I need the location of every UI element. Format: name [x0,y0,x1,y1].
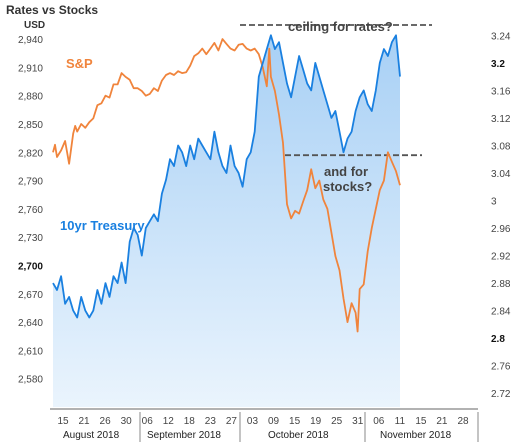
x-tick-label: 15 [415,416,427,427]
right-tick-label: 3.12 [491,114,511,125]
ceiling-annotation: ceiling for rates? [288,19,393,34]
month-label-november: November 2018 [380,430,452,441]
left-tick-label: 2,790 [18,177,43,188]
treasury-area [53,35,400,408]
left-tick-label: 2,730 [18,233,43,244]
x-tick-label: 11 [395,416,406,427]
x-axis-day-ticks: 15 21 26 30 06 12 18 23 27 03 09 15 19 25 31 06 11 15 21 28 [57,416,469,427]
x-tick-label: 21 [436,416,448,427]
left-tick-label: 2,910 [18,63,43,74]
x-tick-label: 06 [373,416,385,427]
left-tick-label: 2,940 [18,35,43,46]
right-tick-label: 2.8 [491,334,505,345]
month-label-august: August 2018 [63,430,120,441]
x-tick-label: 25 [331,416,343,427]
x-tick-label: 30 [121,416,133,427]
right-tick-label: 3.2 [491,59,505,70]
x-tick-label: 06 [142,416,154,427]
left-tick-label: 2,850 [18,120,43,131]
sp-series-label: S&P [66,56,93,71]
left-tick-label: 2,580 [18,375,43,386]
plot-area [52,24,432,408]
left-axis-ticks: 2,940 2,910 2,880 2,850 2,820 2,790 2,760 2,730… [18,35,43,386]
left-tick-label: 2,880 [18,92,43,103]
x-tick-label: 15 [57,416,69,427]
stocks-annotation-line2: stocks? [323,179,372,194]
right-tick-label: 3.16 [491,86,511,97]
x-tick-label: 19 [310,416,322,427]
x-tick-label: 18 [184,416,196,427]
right-tick-label: 2.84 [491,307,511,318]
right-tick-label: 2.96 [491,224,511,235]
x-tick-label: 31 [352,416,364,427]
month-label-october: October 2018 [268,430,329,441]
chart-title: Rates vs Stocks [6,3,98,17]
treasury-series-line [52,34,401,319]
x-tick-label: 15 [289,416,301,427]
right-tick-label: 2.76 [491,362,511,373]
right-tick-label: 2.72 [491,389,511,400]
right-tick-label: 3.24 [491,31,511,42]
right-axis-ticks: 3.24 3.2 3.16 3.12 3.08 3.04 3 2.96 2.92 2.88 2.84… [491,31,511,400]
treasury-series-label: 10yr Treasury [60,218,145,233]
x-tick-label: 27 [226,416,238,427]
left-tick-label: 2,640 [18,318,43,329]
left-axis-unit: USD [24,20,45,31]
x-tick-label: 28 [457,416,469,427]
x-tick-label: 09 [268,416,280,427]
left-tick-label: 2,670 [18,290,43,301]
x-tick-label: 21 [78,416,90,427]
x-tick-label: 03 [247,416,259,427]
left-tick-label: 2,820 [18,148,43,159]
x-tick-label: 26 [100,416,112,427]
left-tick-label: 2,610 [18,346,43,357]
month-label-september: September 2018 [147,430,221,441]
left-tick-label: 2,760 [18,205,43,216]
stocks-annotation-line1: and for [324,164,368,179]
x-tick-label: 12 [163,416,175,427]
right-tick-label: 3.08 [491,141,511,152]
right-tick-label: 3.04 [491,169,511,180]
x-tick-label: 23 [205,416,217,427]
right-tick-label: 2.92 [491,252,511,263]
left-tick-label: 2,700 [18,262,43,273]
right-tick-label: 3 [491,197,497,208]
right-tick-label: 2.88 [491,279,511,290]
sp-series-line [52,38,401,333]
